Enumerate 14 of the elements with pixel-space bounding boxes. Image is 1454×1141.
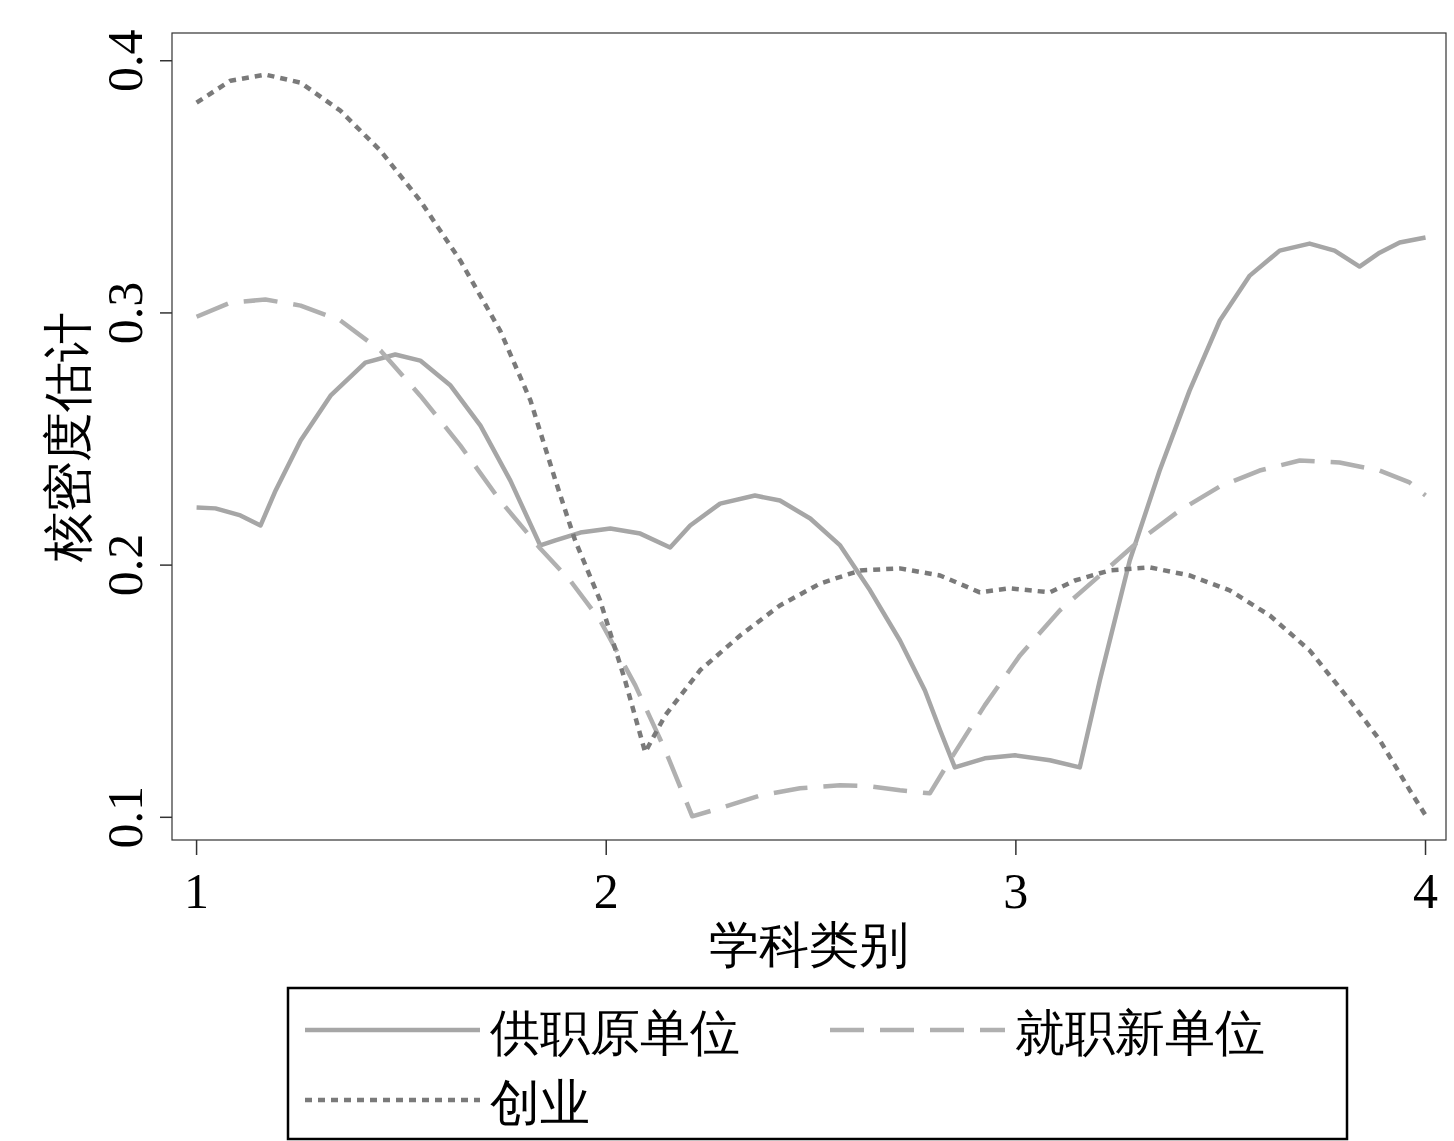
x-tick-label: 1 bbox=[184, 863, 210, 919]
x-axis-title: 学科类别 bbox=[709, 917, 909, 973]
x-tick-label: 2 bbox=[593, 863, 619, 919]
y-tick-label: 0.4 bbox=[97, 29, 153, 92]
y-axis-title: 核密度估计 bbox=[40, 311, 96, 563]
y-tick-label: 0.1 bbox=[97, 786, 153, 849]
y-tick-label: 0.3 bbox=[97, 281, 153, 345]
line-series bbox=[194, 72, 1428, 818]
x-tick-label: 3 bbox=[1003, 863, 1029, 919]
legend-label: 创业 bbox=[490, 1075, 590, 1131]
y-tick-label: 0.2 bbox=[97, 533, 153, 597]
x-tick-label: 4 bbox=[1413, 863, 1439, 919]
legend-label: 就职新单位 bbox=[1015, 1005, 1265, 1061]
legend-label: 供职原单位 bbox=[490, 1005, 740, 1061]
